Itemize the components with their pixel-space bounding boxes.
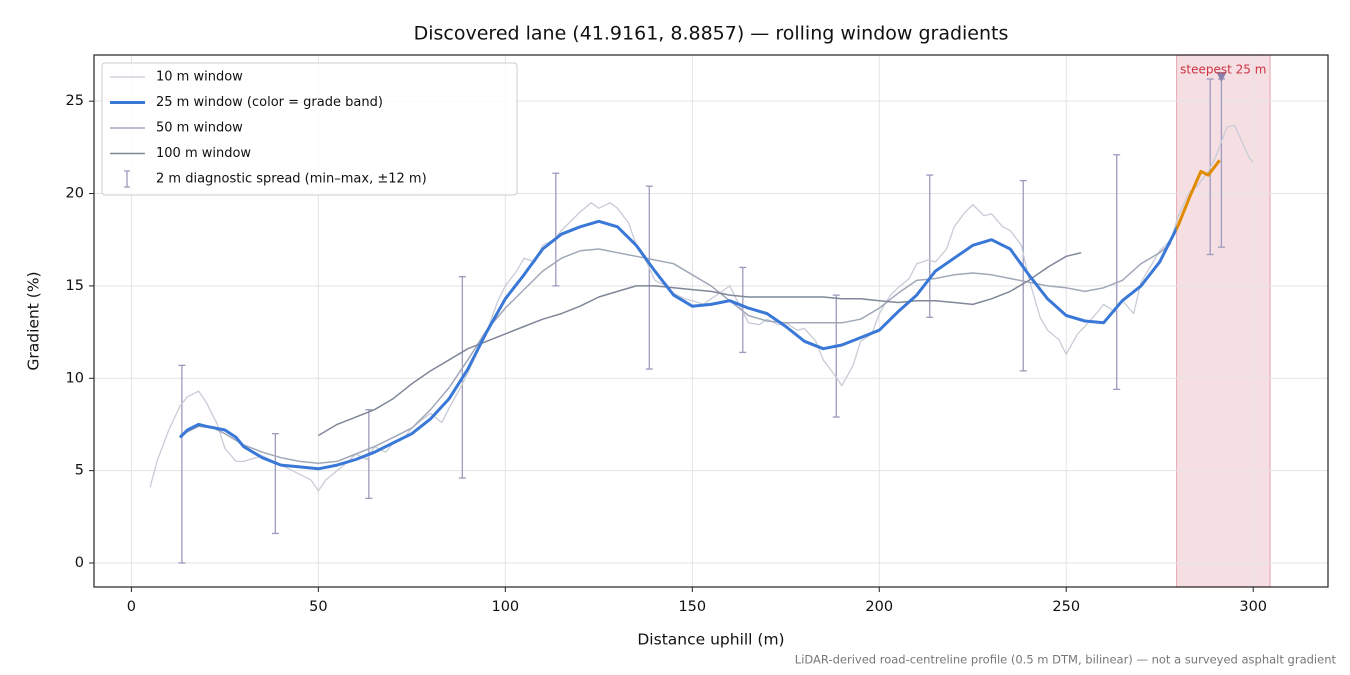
y-tick-label: 10: [66, 370, 84, 386]
y-tick-label: 5: [75, 463, 84, 479]
y-tick-label: 0: [75, 555, 84, 571]
plot-frame: [93, 54, 1329, 588]
highlight-region: [1175, 54, 1271, 588]
y-axis-label: Gradient (%): [25, 271, 43, 370]
error-bar: [552, 172, 560, 287]
series-line: [318, 251, 1082, 437]
y-tick-label: 25: [66, 93, 84, 109]
error-bar: [926, 174, 934, 318]
legend: 10 m window 25 m window (color = grade ba…: [101, 62, 518, 196]
legend-label: 100 m window: [156, 146, 251, 161]
legend-label: 10 m window: [156, 70, 243, 85]
x-tick-label: 50: [309, 599, 327, 615]
series-line: [149, 124, 1254, 492]
error-bar: [739, 266, 747, 354]
x-tick-label: 200: [865, 599, 893, 615]
x-tick-label: 100: [491, 599, 519, 615]
error-bar: [1113, 154, 1121, 390]
x-axis-label: Distance uphill (m): [637, 631, 784, 649]
series-line: [178, 159, 1221, 471]
error-bar: [832, 294, 840, 418]
x-tick-label: 150: [678, 599, 706, 615]
legend-label: 50 m window: [156, 121, 243, 136]
x-tick-label: 250: [1052, 599, 1080, 615]
chart-title: Discovered lane (41.9161, 8.8857) — roll…: [414, 23, 1009, 45]
legend-label: 2 m diagnostic spread (min–max, ±12 m): [156, 172, 427, 187]
legend-swatch: [124, 170, 130, 188]
steepest-marker: [1216, 72, 1227, 83]
error-bar: [1019, 179, 1027, 372]
x-tick-label: 300: [1239, 599, 1267, 615]
legend-label: 25 m window (color = grade band): [156, 95, 383, 110]
footnote: LiDAR-derived road-centreline profile (0…: [795, 653, 1337, 667]
y-tick-label: 20: [66, 186, 84, 202]
x-tick-label: 0: [127, 599, 136, 615]
y-tick-label: 15: [66, 278, 84, 294]
error-bar: [178, 364, 186, 564]
annotation: steepest 25 m: [1180, 63, 1266, 77]
error-bar: [645, 185, 653, 370]
error-bar: [271, 433, 279, 535]
series-line: [179, 242, 1172, 464]
